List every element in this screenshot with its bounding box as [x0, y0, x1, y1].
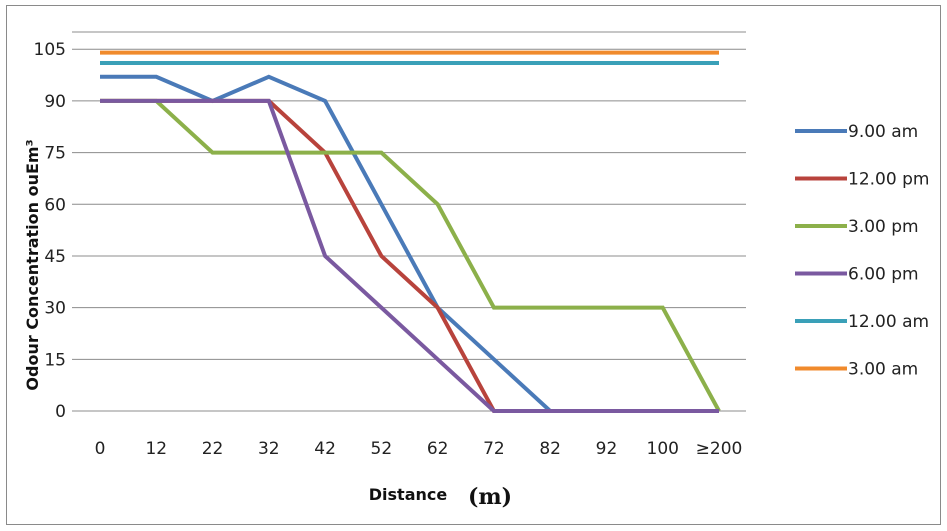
y-tick-label: 30 — [44, 299, 66, 319]
x-tick-label: 100 — [647, 439, 679, 459]
x-tick-label: 52 — [371, 439, 393, 459]
x-tick-label: 0 — [95, 439, 106, 459]
y-tick-label: 105 — [34, 40, 66, 60]
x-tick-label: ≥200 — [696, 439, 743, 459]
series-line-4 — [100, 98, 719, 413]
legend-label: 12.00 am — [848, 312, 929, 332]
legend: 9.00 am 12.00 pm 3.00 pm 6.00 pm 12.00 am 3.0… — [795, 122, 929, 380]
legend-label: 12.00 pm — [848, 170, 929, 190]
x-tick-label: 72 — [483, 439, 505, 459]
y-tick-label: 75 — [44, 144, 66, 164]
x-tick-label: 42 — [314, 439, 336, 459]
x-axis-label: Distance — [369, 485, 448, 504]
y-tick-label: 15 — [44, 350, 66, 370]
x-tick-label: 82 — [539, 439, 561, 459]
legend-label: 9.00 am — [848, 122, 918, 142]
y-tick-labels: 0 15 30 45 60 75 90 105 — [34, 40, 66, 422]
x-tick-label: 32 — [258, 439, 280, 459]
gridlines — [72, 31, 746, 412]
legend-label: 3.00 pm — [848, 217, 919, 237]
y-tick-label: 45 — [44, 247, 66, 267]
y-tick-label: 60 — [44, 195, 66, 215]
x-tick-label: 12 — [145, 439, 167, 459]
x-tick-label: 62 — [427, 439, 449, 459]
series-line-3 — [100, 98, 721, 412]
chart-frame — [6, 5, 941, 525]
y-axis-label: Odour Concentration ouEm³ — [23, 139, 42, 390]
x-axis-unit: (m) — [468, 484, 512, 510]
series-line-1 — [100, 74, 719, 413]
y-tick-label: 90 — [44, 92, 66, 112]
x-tick-label: 92 — [596, 439, 618, 459]
legend-label: 3.00 am — [848, 360, 918, 380]
x-tick-label: 22 — [202, 439, 224, 459]
legend-label: 6.00 pm — [848, 265, 919, 285]
series-lines — [100, 50, 721, 413]
x-tick-labels: 0 12 22 32 42 52 62 72 82 92 100 ≥200 — [95, 439, 743, 459]
y-tick-label: 0 — [55, 402, 66, 422]
